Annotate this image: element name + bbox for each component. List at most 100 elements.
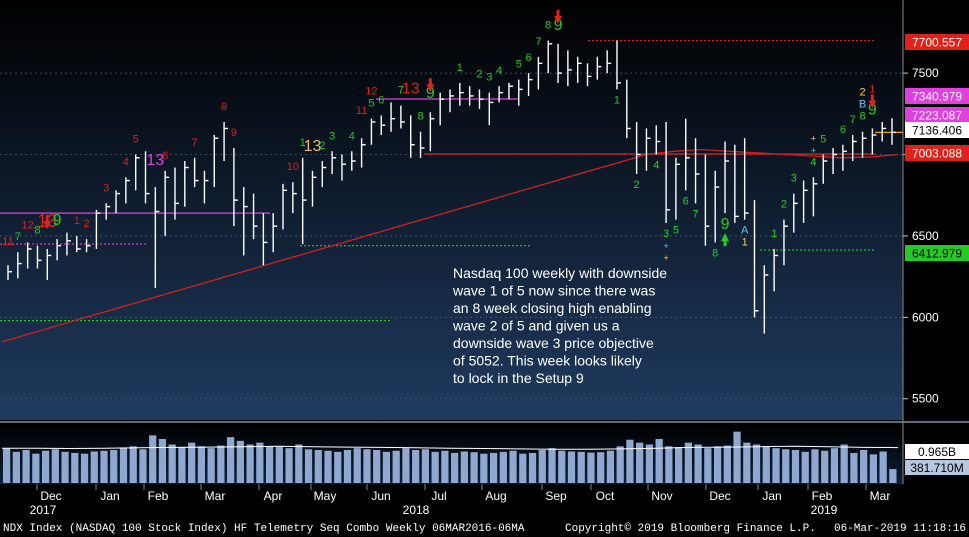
x-month-label: Dec [709,489,730,503]
x-month-label: Mar [870,489,891,503]
volume-bar [577,451,585,483]
sequential-count: 8 [859,111,865,123]
footer-index-label: NDX Index (NASDAQ 100 Stock Index) HF Te… [3,523,525,535]
volume-tag-bg [905,444,969,459]
volume-bar [22,450,30,483]
price-tag-bg [905,88,969,104]
price-tag-label: 7700.557 [912,36,962,50]
volume-bar [616,446,624,483]
price-tag-bg [905,145,969,161]
sequential-count: 8 [221,101,227,113]
volume-bar [314,450,322,483]
y-tick-label: 5500 [912,392,939,406]
sequential-count: 3 [329,130,335,142]
volume-bar [528,452,537,483]
volume-bar [119,448,128,483]
price-tag-label: 7340.979 [912,90,962,104]
sell-arrow [43,214,52,229]
volume-bar [567,451,576,483]
sequential-count: 9 [426,85,435,102]
sequential-count: 7 [850,114,856,126]
volume-tag-label: 381.710M [910,461,963,475]
sequential-count: 5 [516,59,522,71]
volume-bar [246,444,254,483]
x-month-label: May [314,489,337,503]
annotation-line: downside wave 3 price objective [453,335,654,351]
sequential-count: 1 [457,62,463,74]
volume-bar [304,449,313,483]
sequential-count: 1 [771,228,777,240]
annotation-line: wave 1 of 5 now since there was [452,283,655,299]
volume-bar [733,431,741,483]
volume-bar [334,451,342,483]
volume-bar [451,452,459,483]
sequential-count: 3 [103,182,109,194]
x-year-label: 2019 [811,503,838,517]
x-month-label: Sep [545,489,567,503]
x-month-label: Feb [812,489,833,503]
annotation-text: Nasdaq 100 weekly with downside wave 1 of… [452,265,667,386]
volume-bar [480,453,488,483]
sequential-count: B [859,99,866,111]
volume-tag-bg [905,460,969,475]
volume-bar [129,446,137,483]
volume-bar [178,447,186,483]
sequential-count: 4 [653,160,659,172]
sequential-count: 13 [146,152,164,169]
price-tag-label: 7136.406 [912,124,962,138]
x-year-label: 2017 [30,503,57,517]
x-month-label: Dec [40,489,61,503]
volume-bar [217,445,225,483]
volume-bar [460,451,468,483]
volume-bar [353,448,361,483]
volume-bar [373,450,381,483]
volume-ma-line [2,445,899,450]
x-month-label: Apr [264,489,283,503]
price-panel-bg [0,0,903,420]
sequential-count: 6 [840,124,846,136]
x-month-label: Feb [148,489,169,503]
volume-bar [197,446,206,483]
sequential-count: 8 [545,20,551,32]
annotation-line: wave 2 of 5 and given us a [452,318,620,334]
sell-arrow [426,78,435,93]
volume-bar [694,444,702,483]
volume-bar [850,452,858,483]
volume-bar [821,450,829,483]
volume-bar [558,450,566,483]
volume-bar [665,446,673,483]
x-month-label: Mar [205,489,226,503]
price-tag-bg [905,34,969,50]
x-month-label: Aug [485,489,506,503]
y-tick-label: 7500 [912,66,939,80]
sequential-count: + [663,241,668,251]
price-tag-bg [905,107,969,123]
sequential-count: 4 [123,156,129,168]
volume-bar [139,449,147,483]
volume-bar [626,439,634,483]
volume-bar [762,447,770,483]
volume-bar [752,444,761,483]
sequential-count: 6 [162,150,168,162]
ma-line [1,148,899,343]
volume-bar [509,450,517,483]
volume-bar [879,451,887,483]
volume-bar [61,451,69,483]
volume-bar [402,448,410,483]
sequential-count: 7 [15,231,21,243]
sequential-count: + [811,133,816,143]
volume-bar [295,444,303,483]
sequential-count: 8 [712,247,718,259]
buy-arrow [721,233,730,247]
sell-arrow [554,9,563,24]
sequential-count: 4 [810,156,816,168]
sequential-count: 5 [368,98,374,110]
volume-bar [265,446,274,483]
volume-bar [869,454,878,483]
volume-tag-label: 0.965B [918,445,956,459]
volume-bar [782,449,790,483]
volume-bar [363,449,371,483]
sequential-count: 12 [22,219,34,231]
volume-bar [704,448,712,483]
footer-copyright: Copyright© 2019 Bloomberg Finance L.P. [565,523,816,535]
